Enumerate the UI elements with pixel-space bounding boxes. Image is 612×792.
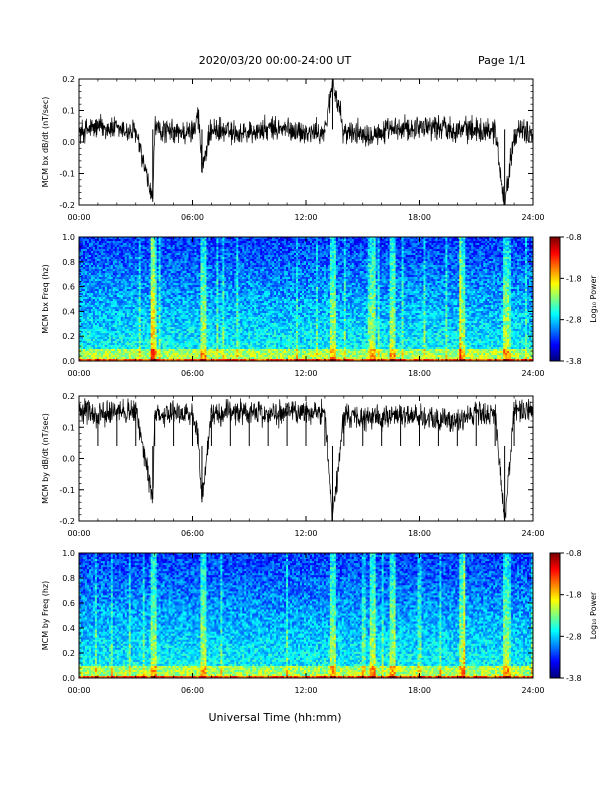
y-axis-label: MCM bx dB/dt (nT/sec) (41, 97, 50, 188)
colorbar-label: Log₁₀ Power (589, 275, 598, 323)
x-tick-label: 18:00 (408, 369, 431, 378)
panel-4: -0.8 -1.8 -2.8 -3.8 Log₁₀ Power 0.0 0.2 0.4 0.6 0… (41, 549, 598, 695)
y-tick-label: 0.2 (62, 649, 75, 658)
colorbar: -0.8 -1.8 -2.8 -3.8 Log₁₀ Power (550, 549, 598, 683)
x-tick-label: 12:00 (294, 213, 317, 222)
y-tick-label: 0.8 (62, 258, 75, 267)
signal-trace (79, 79, 533, 205)
y-tick-label: 0.2 (62, 332, 75, 341)
y-tick-label: 0.6 (62, 599, 75, 608)
y-tick-label: 0.1 (62, 423, 75, 432)
y-tick-label: 0.2 (62, 392, 75, 401)
colorbar-tick-label: -3.8 (566, 674, 582, 683)
x-tick-label: 00:00 (67, 369, 90, 378)
spectrogram (79, 553, 534, 679)
x-tick-label: 18:00 (408, 529, 431, 538)
panels: -0.2 -0.1 0.0 0.1 0.2 00:00 06:00 12:00 18:00 24:… (41, 75, 598, 695)
colorbar-tick-label: -2.8 (566, 316, 582, 325)
x-tick-label: 24:00 (521, 686, 544, 695)
colorbar: -0.8 -1.8 -2.8 -3.8 Log₁₀ Power (550, 233, 598, 366)
colorbar-tick-label: -0.8 (566, 233, 582, 242)
x-tick-label: 24:00 (521, 529, 544, 538)
y-axis-label: MCM bx Freq (hz) (41, 264, 50, 333)
colorbar-tick-label: -0.8 (566, 549, 582, 558)
x-tick-label: 00:00 (67, 686, 90, 695)
y-tick-label: -0.2 (59, 517, 75, 526)
panel-2: -0.8 -1.8 -2.8 -3.8 Log₁₀ Power 0.0 0.2 0.4 0.6 0… (41, 233, 598, 378)
x-tick-label: 06:00 (181, 213, 204, 222)
y-tick-label: -0.2 (59, 201, 75, 210)
panel-1: -0.2 -0.1 0.0 0.1 0.2 00:00 06:00 12:00 18:00 24:… (41, 75, 545, 222)
colorbar-tick-label: -1.8 (566, 274, 582, 283)
colorbar-tick-label: -2.8 (566, 632, 582, 641)
y-tick-label: 0.1 (62, 107, 75, 116)
y-tick-label: 0.6 (62, 283, 75, 292)
page-indicator: Page 1/1 (478, 54, 526, 67)
x-tick-label: 12:00 (294, 686, 317, 695)
y-tick-label: 1.0 (62, 233, 75, 242)
x-axis-title: Universal Time (hh:mm) (209, 711, 342, 724)
y-tick-label: 0.0 (62, 138, 75, 147)
y-tick-label: 0.2 (62, 75, 75, 84)
panel-3: -0.2 -0.1 0.0 0.1 0.2 00:00 06:00 12:00 18:00 24:… (41, 392, 545, 538)
x-tick-label: 12:00 (294, 369, 317, 378)
y-tick-label: -0.1 (59, 486, 75, 495)
colorbar-tick-label: -1.8 (566, 591, 582, 600)
x-tick-label: 06:00 (181, 369, 204, 378)
figure-title: 2020/03/20 00:00-24:00 UT (199, 54, 352, 67)
colorbar-tick-label: -3.8 (566, 357, 582, 366)
y-tick-label: 1.0 (62, 549, 75, 558)
x-tick-label: 06:00 (181, 686, 204, 695)
x-tick-label: 18:00 (408, 686, 431, 695)
x-tick-label: 24:00 (521, 369, 544, 378)
colorbar-label: Log₁₀ Power (589, 591, 598, 639)
y-tick-label: 0.8 (62, 574, 75, 583)
y-tick-label: 0.0 (62, 455, 75, 464)
y-tick-label: 0.4 (62, 624, 75, 633)
x-tick-label: 00:00 (67, 529, 90, 538)
x-tick-label: 06:00 (181, 529, 204, 538)
y-axis-label: MCM by Freq (hz) (41, 581, 50, 650)
spectrogram (79, 237, 534, 362)
y-tick-label: -0.1 (59, 170, 75, 179)
y-tick-label: 0.4 (62, 307, 75, 316)
y-tick-label: 0.0 (62, 674, 75, 683)
y-tick-label: 0.0 (62, 357, 75, 366)
x-tick-label: 00:00 (67, 213, 90, 222)
y-axis-label: MCM by dB/dt (nT/sec) (41, 413, 50, 504)
x-tick-label: 18:00 (408, 213, 431, 222)
x-tick-label: 12:00 (294, 529, 317, 538)
x-tick-label: 24:00 (521, 213, 544, 222)
